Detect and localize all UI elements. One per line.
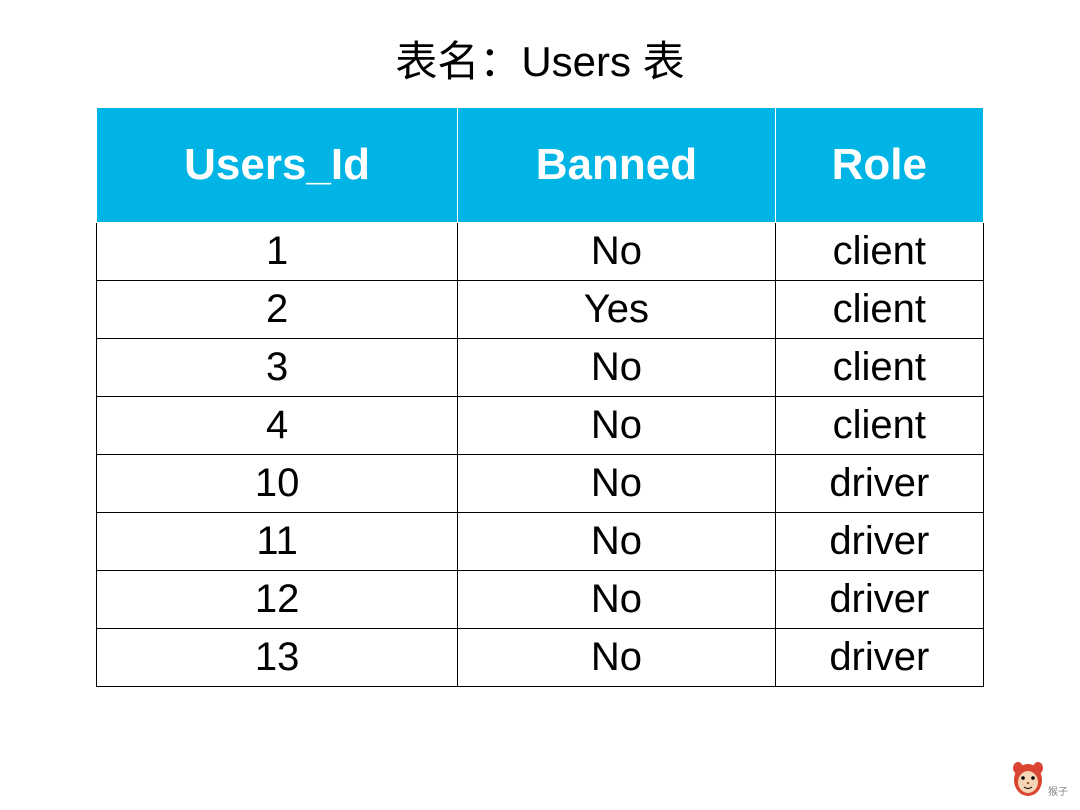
- cell-banned: No: [458, 223, 776, 281]
- cell-users-id: 13: [97, 629, 458, 687]
- table-row: 3 No client: [97, 339, 984, 397]
- column-header-banned: Banned: [458, 108, 776, 223]
- cell-role: client: [775, 339, 983, 397]
- table-row: 1 No client: [97, 223, 984, 281]
- table-row: 13 No driver: [97, 629, 984, 687]
- cell-banned: No: [458, 629, 776, 687]
- table-row: 12 No driver: [97, 571, 984, 629]
- page-title: 表名：Users 表: [0, 0, 1080, 107]
- cell-banned: No: [458, 571, 776, 629]
- table-container: Users_Id Banned Role 1 No client 2 Yes c…: [96, 107, 984, 687]
- cell-users-id: 3: [97, 339, 458, 397]
- cell-users-id: 10: [97, 455, 458, 513]
- cell-role: driver: [775, 513, 983, 571]
- watermark: 猴子: [1010, 758, 1068, 798]
- cell-role: driver: [775, 629, 983, 687]
- column-header-role: Role: [775, 108, 983, 223]
- cell-banned: No: [458, 513, 776, 571]
- table-row: 4 No client: [97, 397, 984, 455]
- monkey-icon: [1010, 758, 1046, 798]
- table-row: 10 No driver: [97, 455, 984, 513]
- cell-users-id: 4: [97, 397, 458, 455]
- users-table: Users_Id Banned Role 1 No client 2 Yes c…: [96, 107, 984, 687]
- table-header-row: Users_Id Banned Role: [97, 108, 984, 223]
- cell-users-id: 11: [97, 513, 458, 571]
- cell-users-id: 2: [97, 281, 458, 339]
- cell-role: client: [775, 223, 983, 281]
- cell-role: driver: [775, 455, 983, 513]
- watermark-text: 猴子: [1048, 783, 1068, 798]
- cell-role: driver: [775, 571, 983, 629]
- cell-banned: Yes: [458, 281, 776, 339]
- cell-role: client: [775, 397, 983, 455]
- table-body: 1 No client 2 Yes client 3 No client 4 N…: [97, 223, 984, 687]
- column-header-users-id: Users_Id: [97, 108, 458, 223]
- table-row: 11 No driver: [97, 513, 984, 571]
- cell-role: client: [775, 281, 983, 339]
- cell-banned: No: [458, 455, 776, 513]
- cell-banned: No: [458, 397, 776, 455]
- table-row: 2 Yes client: [97, 281, 984, 339]
- cell-banned: No: [458, 339, 776, 397]
- cell-users-id: 1: [97, 223, 458, 281]
- cell-users-id: 12: [97, 571, 458, 629]
